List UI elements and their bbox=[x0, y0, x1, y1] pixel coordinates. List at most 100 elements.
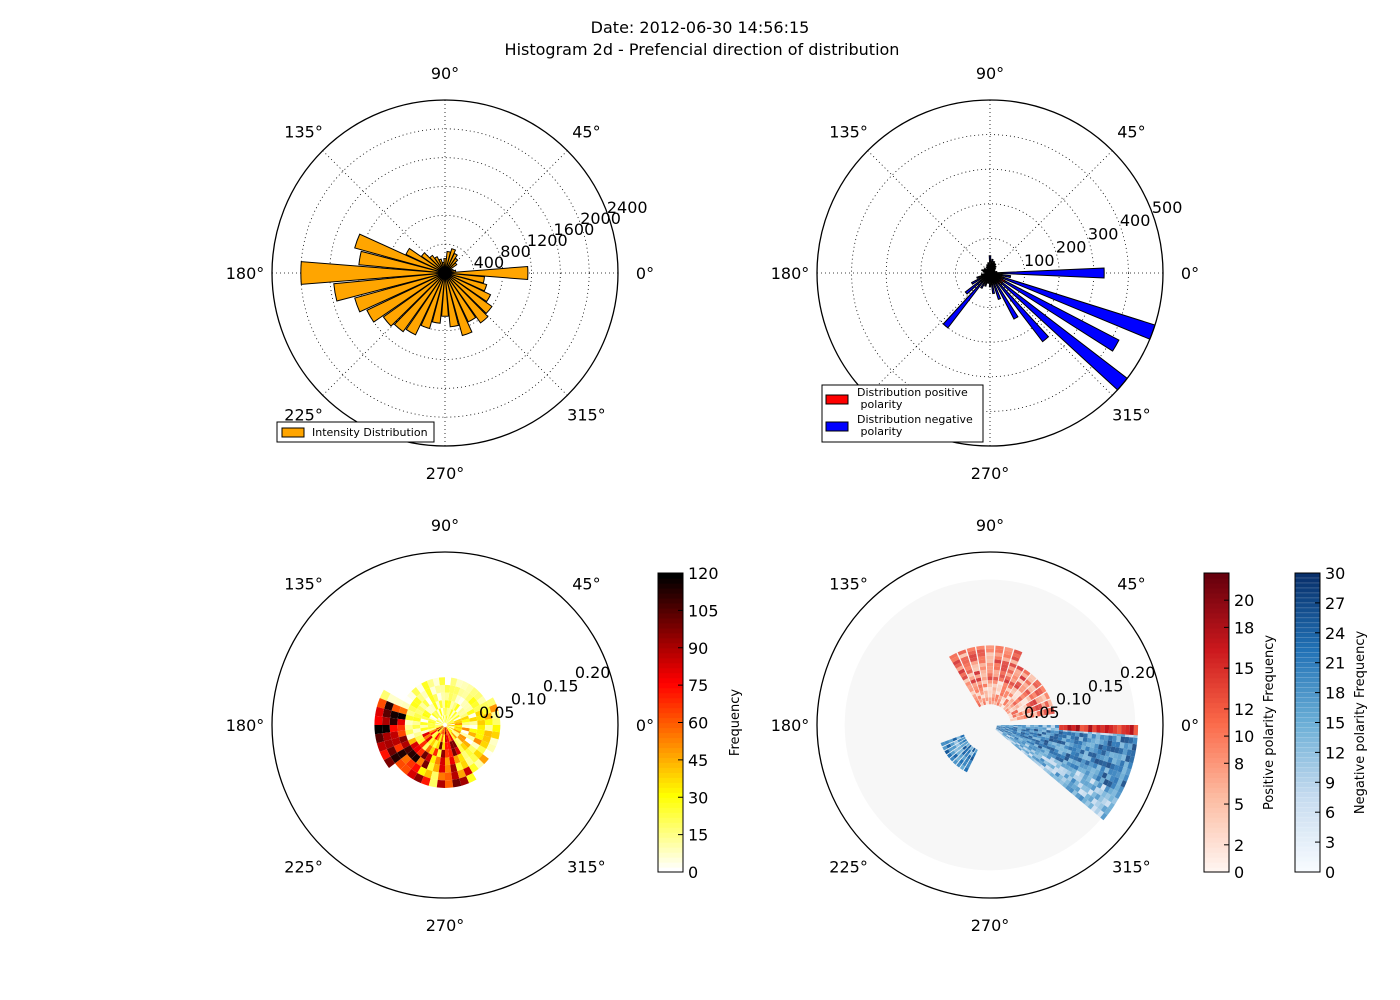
heatmap-cell bbox=[445, 727, 448, 735]
negative-heatmap-cell bbox=[1000, 728, 1005, 731]
negative-heatmap-cell bbox=[1025, 728, 1030, 731]
negative-heatmap-cell bbox=[1000, 727, 1005, 729]
heatmap-cell bbox=[421, 759, 430, 770]
negative-heatmap-cell bbox=[1110, 782, 1117, 790]
heatmap-cell bbox=[468, 731, 477, 738]
negative-heatmap-cell bbox=[962, 761, 968, 767]
heatmap-cell bbox=[413, 712, 422, 719]
colorbar-cell bbox=[1295, 702, 1320, 709]
positive-heatmap-cell bbox=[976, 680, 983, 686]
negative-heatmap-cell bbox=[1000, 726, 1005, 729]
negative-heatmap-cell bbox=[1106, 780, 1113, 788]
negative-heatmap-cell bbox=[1029, 731, 1034, 735]
heatmap-cell bbox=[445, 684, 451, 693]
negative-heatmap-cell bbox=[1097, 810, 1105, 818]
positive-heatmap-cell bbox=[981, 697, 986, 702]
positive-heatmap-cell bbox=[977, 655, 986, 661]
positive-heatmap-cell bbox=[1001, 704, 1005, 709]
negative-heatmap-cell bbox=[1084, 799, 1092, 807]
positive-heatmap-cell bbox=[1004, 708, 1010, 713]
positive-heatmap-cell bbox=[1026, 713, 1031, 719]
positive-heatmap-cell bbox=[993, 673, 1000, 678]
negative-heatmap-cell bbox=[1038, 742, 1044, 747]
negative-heatmap-cell bbox=[1113, 764, 1120, 772]
positive-heatmap-cell bbox=[975, 699, 980, 705]
negative-heatmap-cell bbox=[1000, 727, 1005, 730]
positive-heatmap-cell bbox=[1059, 725, 1064, 731]
positive-heatmap-cell bbox=[1040, 702, 1047, 709]
negative-heatmap-cell bbox=[1029, 730, 1034, 733]
negative-heatmap-cell bbox=[1063, 773, 1070, 779]
negative-heatmap-cell bbox=[1053, 758, 1059, 764]
heatmap-cell bbox=[446, 726, 452, 733]
positive-heatmap-cell bbox=[978, 687, 984, 692]
heatmap-cell bbox=[445, 700, 449, 708]
intensity-bar bbox=[354, 233, 446, 274]
heatmap-cell bbox=[476, 745, 487, 755]
colorbar-cell bbox=[1204, 592, 1229, 599]
legend-label-line: Distribution negative bbox=[857, 413, 973, 426]
negative-heatmap-cell bbox=[1005, 726, 1010, 728]
radial-grid-circle bbox=[358, 186, 532, 360]
negative-heatmap-cell bbox=[1100, 783, 1107, 791]
heatmap-cell bbox=[461, 718, 470, 723]
heatmap-cell bbox=[427, 725, 436, 728]
heatmap-cell bbox=[460, 742, 468, 751]
negative-heatmap-cell bbox=[1118, 747, 1124, 755]
negative-heatmap-cell bbox=[1031, 738, 1037, 742]
colorbar-cell bbox=[1295, 682, 1320, 689]
negative-heatmap-cell bbox=[1075, 761, 1081, 767]
colorbar-cell bbox=[1295, 652, 1320, 659]
negative-heatmap-cell bbox=[1077, 766, 1083, 773]
heatmap-cell bbox=[438, 677, 445, 686]
positive-heatmap-cell bbox=[1044, 700, 1050, 708]
negative-heatmap-cell bbox=[1064, 778, 1071, 785]
heatmap-cell bbox=[416, 693, 426, 703]
negative-heatmap-cell bbox=[1071, 789, 1078, 797]
colorbar-tick-label: 27 bbox=[1325, 594, 1345, 613]
heatmap-cell bbox=[411, 762, 422, 773]
positive-heatmap-cell bbox=[963, 677, 970, 684]
negative-heatmap-cell bbox=[1093, 807, 1101, 815]
heatmap-cell bbox=[474, 758, 485, 769]
positive-heatmap-cell bbox=[1012, 706, 1017, 711]
positive-heatmap-cell bbox=[1088, 725, 1093, 733]
colorbar-cell bbox=[658, 667, 683, 674]
positive-heatmap-cell bbox=[1025, 702, 1032, 709]
negative-heatmap-cell bbox=[1079, 778, 1086, 785]
positive-heatmap-cell bbox=[1017, 678, 1025, 685]
colorbar-cell bbox=[658, 577, 683, 584]
heatmap-cell bbox=[461, 727, 470, 732]
heatmap-cell bbox=[465, 683, 475, 694]
intensity-bar bbox=[354, 272, 446, 313]
heatmap-cell bbox=[457, 753, 466, 763]
angle-tick-label: 225° bbox=[284, 405, 323, 424]
positive-heatmap-cell bbox=[1012, 686, 1018, 693]
colorbar-cell bbox=[658, 832, 683, 838]
colorbar-cell bbox=[658, 672, 683, 679]
positive-heatmap-cell bbox=[1024, 679, 1032, 686]
colorbar-cell bbox=[1295, 747, 1320, 753]
radial-tick-label: 100 bbox=[1024, 251, 1055, 270]
heatmap-cell bbox=[384, 739, 394, 750]
positive-heatmap-cell bbox=[1108, 725, 1114, 734]
negative-heatmap-cell bbox=[1039, 757, 1045, 763]
heatmap-cell bbox=[425, 696, 433, 706]
radial-tick-label: 0.10 bbox=[1056, 690, 1092, 709]
positive-heatmap-cell bbox=[980, 701, 984, 707]
colorbar-cell bbox=[658, 592, 683, 599]
heatmap-cell bbox=[489, 737, 499, 747]
negative-heatmap-cell bbox=[955, 742, 961, 748]
radial-tick-label: 0.05 bbox=[479, 703, 515, 722]
negative-heatmap-cell bbox=[1032, 745, 1038, 750]
heatmap-cell bbox=[432, 748, 439, 757]
heatmap-cell bbox=[479, 740, 490, 749]
negative-heatmap-cell bbox=[1090, 738, 1096, 744]
heatmap-cell bbox=[445, 715, 447, 723]
negative-heatmap-cell bbox=[1008, 730, 1013, 733]
colorbar-tick-label: 2 bbox=[1234, 836, 1244, 855]
heatmap-cell bbox=[436, 692, 442, 701]
heatmap-cell bbox=[405, 714, 414, 721]
positive-polarity-bar bbox=[989, 272, 1004, 279]
heatmap-cell bbox=[455, 678, 464, 688]
